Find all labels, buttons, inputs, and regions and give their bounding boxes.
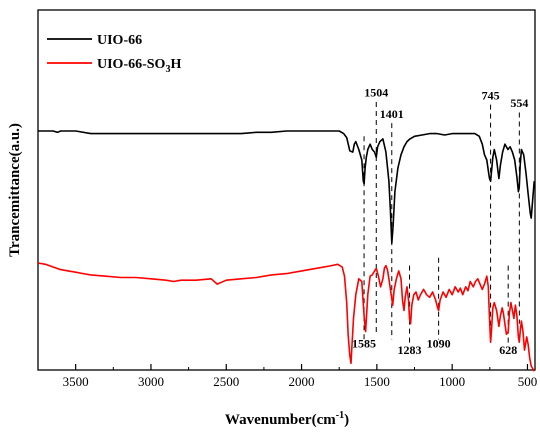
annotation-label-554: 554 [510, 96, 528, 110]
legend-label-uio66: UIO-66 [97, 33, 142, 48]
legend: UIO-66 UIO-66-SO3H [47, 33, 181, 75]
annotation-label-1283: 1283 [398, 343, 422, 357]
x-tick-label: 500 [518, 374, 538, 389]
x-tick-label: 3000 [138, 374, 164, 389]
x-tick-label: 1000 [439, 374, 465, 389]
annotation-label-1504: 1504 [364, 86, 388, 100]
series-line-0 [38, 130, 535, 244]
spectra [37, 130, 535, 372]
x-tick-label: 3500 [63, 374, 89, 389]
series-line-1 [37, 262, 535, 372]
y-axis-label: Trancemittance(a.u.) [7, 123, 23, 257]
x-tick-label: 2000 [289, 374, 315, 389]
annotation-label-1585: 1585 [352, 336, 376, 350]
annotation-label-745: 745 [482, 88, 500, 102]
peak-annotation-labels: 1504 1401 745 554 1585 1283 1090 628 [352, 86, 528, 357]
legend-label-uio66-so3h: UIO-66-SO3H [97, 57, 181, 75]
annotation-label-1401: 1401 [380, 107, 404, 121]
x-tick-label: 2500 [213, 374, 239, 389]
annotation-label-628: 628 [499, 343, 517, 357]
x-axis-ticks: 3500 3000 2500 2000 1500 1000 500 [37, 364, 538, 389]
plot-frame [37, 9, 536, 371]
x-axis-label: Wavenumber(cm-1) [225, 410, 349, 428]
annotation-label-1090: 1090 [427, 336, 451, 350]
x-tick-label: 1500 [364, 374, 390, 389]
